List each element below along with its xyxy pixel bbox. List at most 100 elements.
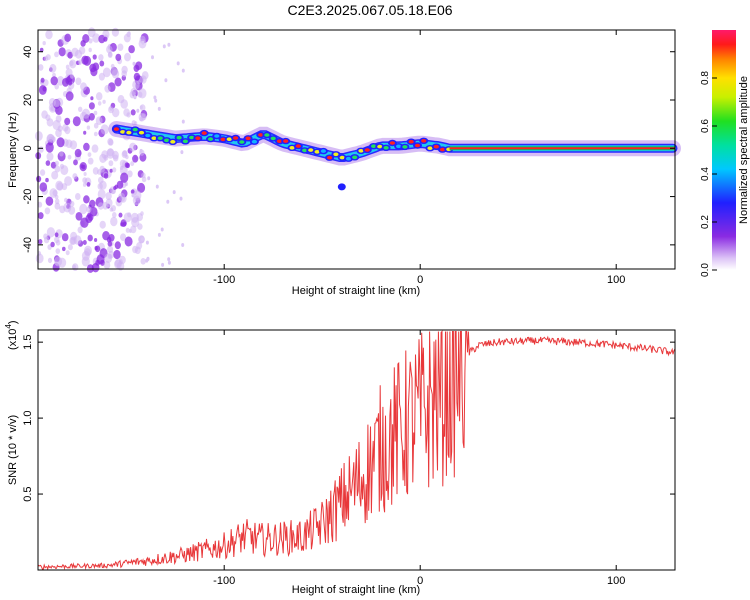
noise-speckle: [162, 44, 166, 49]
noise-speckle: [69, 73, 74, 79]
noise-speckle: [155, 184, 159, 189]
noise-speckle: [117, 43, 124, 51]
noise-speckle: [60, 165, 69, 176]
noise-speckle: [112, 212, 117, 218]
y-tick-label: 20: [22, 94, 34, 106]
noise-speckle: [40, 77, 45, 83]
noise-speckle: [69, 200, 75, 207]
noise-speckle: [141, 71, 149, 80]
noise-speckle: [36, 175, 42, 183]
ridge-blob-core: [151, 136, 157, 140]
x-tick-label: -100: [213, 274, 235, 286]
noise-speckle: [65, 91, 74, 101]
noise-speckle: [160, 227, 164, 232]
noise-speckle: [137, 91, 143, 98]
noise-speckle: [50, 76, 58, 86]
chart-title: C2E3.2025.067.05.18.E06: [287, 2, 452, 18]
noise-speckle: [55, 105, 63, 116]
ridge-blob-core: [314, 150, 320, 154]
noise-speckle: [77, 226, 83, 234]
noise-speckle: [51, 170, 59, 180]
noise-speckle: [95, 116, 103, 125]
noise-speckle: [84, 248, 91, 257]
noise-speckle: [65, 250, 70, 256]
ridge-blob-core: [270, 136, 276, 141]
noise-speckle: [54, 160, 59, 166]
noise-speckle: [69, 59, 77, 69]
snr-y-ticks: 0.5 1.0 1.5: [22, 335, 675, 502]
noise-speckle: [157, 232, 161, 237]
noise-speckle: [90, 96, 94, 101]
x-tick-label: 0: [417, 575, 423, 587]
noise-speckle: [139, 105, 143, 110]
noise-speckle: [113, 249, 121, 260]
noise-speckle: [145, 240, 149, 245]
noise-speckle: [167, 260, 171, 265]
noise-speckle: [50, 106, 55, 112]
ridge-blob-core: [402, 145, 408, 149]
noise-speckle: [97, 169, 102, 175]
noise-speckle: [180, 150, 184, 155]
spectrogram-y-axis-label: Frequency (Hz): [7, 112, 19, 188]
noise-speckle: [79, 203, 88, 215]
ridge-blob-core: [245, 136, 251, 141]
noise-speckle: [106, 148, 115, 159]
noise-speckle: [116, 180, 124, 189]
noise-speckle: [42, 86, 47, 92]
noise-speckle: [81, 108, 90, 119]
noise-speckle: [46, 227, 56, 238]
ridge-blob-core: [164, 138, 170, 143]
noise-speckle: [46, 118, 54, 127]
ridge-blob-core: [345, 156, 352, 161]
noise-speckle: [103, 154, 109, 161]
ridge-blob-core: [157, 136, 163, 140]
noise-speckle: [151, 55, 154, 60]
noise-speckle: [123, 108, 130, 117]
noise-speckle: [46, 152, 54, 161]
noise-speckle: [69, 140, 78, 150]
noise-speckle: [82, 177, 88, 184]
noise-speckle: [141, 237, 144, 242]
noise-speckle: [39, 47, 44, 53]
noise-speckle: [58, 47, 66, 57]
colorbar-tick-label: 0.2: [700, 215, 711, 229]
noise-speckle: [109, 168, 113, 173]
snr-frame: [37, 329, 676, 571]
ridge-blob-core: [377, 144, 383, 149]
noise-speckle: [107, 245, 114, 253]
snr-y-axis-label: SNR (10 * v/v): [7, 415, 19, 485]
noise-speckle: [131, 193, 135, 198]
noise-speckle: [74, 148, 82, 158]
noise-speckle: [107, 241, 113, 247]
noise-speckle: [161, 262, 165, 267]
noise-speckle: [80, 82, 87, 91]
noise-speckle: [106, 45, 113, 54]
ridge-blob-core: [214, 134, 220, 138]
noise-speckle: [164, 78, 168, 83]
noise-speckle: [115, 53, 122, 62]
noise-speckle: [122, 150, 128, 157]
noise-speckle: [127, 31, 131, 36]
noise-speckle: [108, 106, 114, 114]
noise-speckle: [83, 172, 87, 176]
noise-speckle: [38, 212, 44, 220]
noise-speckle: [130, 161, 135, 167]
ridge-blob-core: [258, 133, 264, 137]
noise-speckle: [49, 188, 58, 198]
noise-speckle: [80, 217, 89, 228]
noise-speckle: [104, 84, 111, 93]
colorbar-tick-label: 0.0: [700, 263, 711, 277]
colorbar-tick-label: 0.6: [700, 119, 711, 133]
noise-speckle: [83, 130, 87, 135]
y-tick-label: 0.5: [22, 486, 34, 501]
noise-speckle: [125, 227, 130, 233]
noise-speckle: [83, 195, 90, 204]
noise-speckle: [42, 41, 46, 46]
noise-speckle: [82, 240, 87, 245]
noise-speckle: [153, 95, 157, 100]
ridge-blob-core: [113, 127, 119, 131]
noise-speckle: [64, 176, 73, 186]
snr-scale-label: (x104): [4, 320, 19, 350]
noise-speckle: [121, 65, 128, 74]
ridge-blob-core: [358, 149, 364, 153]
